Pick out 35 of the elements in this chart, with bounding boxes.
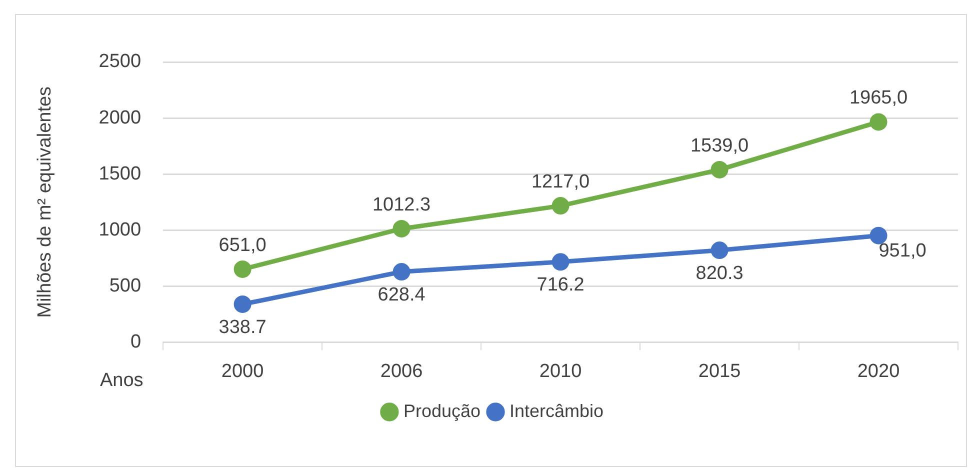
y-tick-label: 2500 [98, 51, 142, 72]
data-label: 1012.3 [372, 194, 431, 216]
point [870, 113, 888, 131]
point [234, 295, 252, 313]
point [392, 263, 410, 281]
x-tick-label: 2006 [380, 360, 423, 382]
data-label: 820.3 [696, 262, 744, 284]
y-axis-title: Milhões de m² equivalentes [34, 86, 56, 318]
x-tick-label: 2010 [539, 360, 582, 382]
legend-label: Intercâmbio [510, 400, 604, 421]
legend-label: Produção [403, 400, 481, 421]
data-label: 651,0 [218, 234, 266, 256]
data-label: 951,0 [878, 240, 926, 262]
y-tick-label: 500 [109, 275, 142, 296]
point [552, 253, 570, 271]
data-label: 1539,0 [690, 135, 749, 156]
point [552, 197, 570, 215]
point [710, 160, 728, 178]
x-tick-label: 2015 [698, 360, 741, 382]
y-tick-label: 1500 [98, 163, 142, 184]
data-label: 1217,0 [531, 172, 590, 193]
data-label: 338.7 [218, 316, 266, 338]
point [392, 220, 410, 238]
x-tick-label: 2020 [857, 360, 900, 382]
point [710, 242, 728, 260]
x-tick-label: 2000 [221, 360, 264, 382]
point [234, 260, 252, 278]
data-label: 1965,0 [849, 88, 908, 109]
y-tick-label: 1000 [98, 219, 142, 240]
point [870, 226, 888, 244]
data-label: 716.2 [536, 274, 584, 296]
y-tick-label: 2000 [98, 107, 142, 128]
x-axis-title: Anos [100, 370, 144, 392]
y-tick-label: 0 [130, 331, 142, 352]
data-label: 628.4 [378, 284, 426, 306]
